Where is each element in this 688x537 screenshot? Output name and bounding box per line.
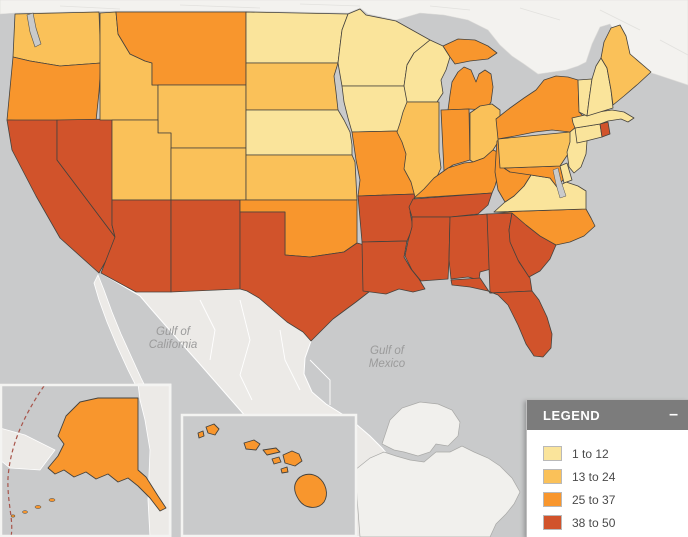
state-hi[interactable] [197, 423, 327, 508]
yucatan-land [381, 401, 461, 457]
state-de[interactable] [559, 162, 573, 184]
hawaii-inset-water [181, 414, 357, 537]
legend-swatch-3 [543, 492, 562, 507]
state-ne[interactable] [245, 109, 353, 156]
canada-detail-lines [59, 3, 688, 56]
state-nm[interactable] [170, 199, 241, 293]
alaska-inset-frame [0, 383, 172, 537]
legend-header: LEGEND – [527, 400, 688, 430]
legend-item: 13 to 24 [543, 465, 688, 488]
state-ri[interactable] [599, 121, 611, 138]
hawaii-inset-frame [180, 413, 358, 537]
legend-swatch-1 [543, 446, 562, 461]
state-co[interactable] [170, 147, 247, 201]
legend-collapse-button[interactable]: – [669, 406, 678, 423]
state-la[interactable] [361, 240, 426, 295]
state-me[interactable] [600, 24, 652, 106]
alaska-inset-russia-land [0, 427, 56, 471]
state-tx[interactable] [239, 211, 380, 342]
state-ak[interactable] [47, 397, 167, 512]
legend-title: LEGEND [543, 407, 601, 423]
legend-panel: LEGEND – 1 to 12 13 to 24 25 to 37 38 to… [526, 399, 688, 537]
legend-item: 38 to 50 [543, 511, 688, 534]
chesapeake-bay-water [552, 167, 567, 199]
legend-swatch-2 [543, 469, 562, 484]
state-il[interactable] [396, 101, 442, 198]
state-al[interactable] [448, 213, 492, 281]
puget-sound-water [26, 12, 42, 48]
legend-label-1: 1 to 12 [572, 446, 609, 461]
states-layer [6, 8, 652, 358]
state-wi[interactable] [403, 39, 451, 103]
legend-label-3: 25 to 37 [572, 492, 616, 507]
legend-body: 1 to 12 13 to 24 25 to 37 38 to 50 [527, 430, 688, 534]
central-america-land [354, 445, 521, 537]
state-in[interactable] [440, 108, 471, 172]
state-ar[interactable] [357, 193, 417, 243]
aleutian-islands [10, 498, 56, 518]
state-wa[interactable] [12, 11, 102, 67]
state-ky[interactable] [413, 149, 503, 199]
legend-item: 25 to 37 [543, 488, 688, 511]
legend-item: 1 to 12 [543, 442, 688, 465]
legend-label-4: 38 to 50 [572, 515, 616, 530]
state-fl[interactable] [450, 277, 553, 358]
state-nd[interactable] [245, 11, 349, 64]
date-line-dashed [7, 385, 45, 537]
state-sd[interactable] [245, 62, 339, 111]
mexico-state-borders [199, 299, 331, 456]
legend-label-2: 13 to 24 [572, 469, 616, 484]
hawaii-inset [180, 413, 358, 537]
state-ks[interactable] [245, 154, 358, 201]
legend-swatch-4 [543, 515, 562, 530]
state-or[interactable] [6, 56, 102, 123]
state-nc[interactable] [493, 208, 596, 246]
alaska-inset [0, 383, 172, 537]
